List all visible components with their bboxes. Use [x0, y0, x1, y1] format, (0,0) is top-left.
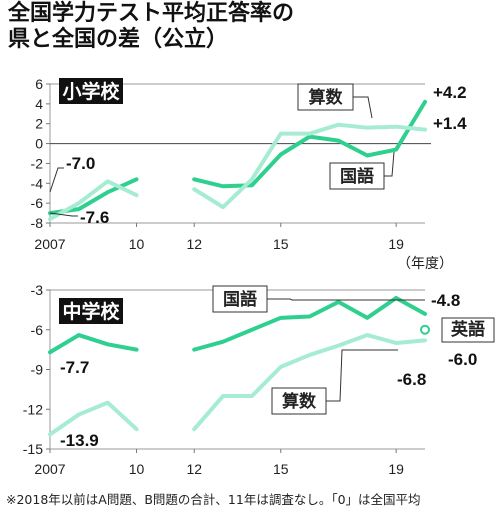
series-point-英語 [420, 324, 430, 335]
y-tick-label: 4 [35, 96, 43, 112]
y-tick-label: -3 [31, 282, 44, 298]
footnote: ※2018年以前はA問題、B問題の合計、11年は調査なし。「0」は全国平均 [6, 492, 421, 507]
legend-series-name: 算数 [281, 391, 317, 411]
x-tick-label: 10 [129, 236, 145, 252]
panel-label-badge [59, 78, 123, 104]
legend-box [441, 317, 495, 343]
legend-series-name: 算数 [308, 87, 344, 107]
x-unit-label: （年度） [397, 255, 453, 271]
y-tick-label: -9 [31, 362, 44, 378]
legend-leader-line [267, 298, 425, 301]
y-tick-label: -12 [23, 401, 43, 417]
x-tick-label: 10 [129, 461, 145, 477]
series-line-算数 [48, 400, 139, 437]
legend-leader-line [326, 349, 398, 402]
chart-title-line2: 県と全国の差（公立） [8, 27, 229, 52]
y-tick-label: -4 [31, 175, 44, 191]
legend-box [212, 285, 268, 313]
x-tick-label: 12 [186, 461, 202, 477]
value-annotation: +4.2 [433, 83, 467, 102]
legend-series-name: 国語 [340, 166, 374, 186]
x-tick-label: 19 [388, 461, 404, 477]
legend-box [271, 387, 327, 415]
y-tick-label: -8 [31, 215, 44, 231]
x-tick-label: 15 [273, 461, 289, 477]
series-line-算数 [48, 179, 139, 222]
legend-series-name: 英語 [451, 319, 485, 339]
annotation-leader-line [49, 212, 78, 217]
y-tick-label: 0 [35, 136, 43, 152]
series-line-国語 [192, 99, 427, 189]
value-annotation: -6.8 [397, 370, 426, 389]
x-tick-label: 19 [388, 236, 404, 252]
value-annotation: -6.0 [448, 350, 477, 369]
value-annotation: +1.4 [433, 114, 467, 133]
y-tick-label: -2 [31, 155, 44, 171]
y-tick-label: -15 [23, 441, 43, 457]
series-line-国語 [48, 333, 139, 355]
series-line-算数 [192, 122, 427, 210]
value-annotation: -7.6 [80, 208, 109, 227]
legend-leader-line [384, 151, 395, 177]
legend-series-name: 国語 [223, 289, 257, 309]
y-tick-label: -6 [31, 322, 44, 338]
panel-label: 小学校 [62, 80, 120, 103]
legend-leader-line [353, 96, 373, 119]
x-tick-label: 2007 [34, 236, 65, 252]
panel-label: 中学校 [62, 300, 120, 323]
legend-box [297, 83, 354, 111]
value-annotation: -7.0 [66, 154, 95, 173]
chart-title-line1: 全国学力テスト平均正答率の [8, 1, 295, 26]
legend-box [329, 162, 385, 190]
y-tick-label: 2 [35, 116, 43, 132]
value-annotation: -4.8 [431, 291, 460, 310]
y-tick-label: 6 [35, 76, 43, 92]
annotation-leader-line [49, 167, 64, 193]
series-line-国語 [192, 295, 427, 352]
series-line-算数 [192, 333, 427, 432]
x-tick-label: 12 [186, 236, 202, 252]
x-tick-label: 2007 [34, 461, 65, 477]
value-annotation: -7.7 [60, 358, 89, 377]
x-tick-label: 15 [273, 236, 289, 252]
panel-label-badge [59, 298, 123, 324]
value-annotation: -13.9 [60, 431, 99, 450]
y-tick-label: -6 [31, 195, 44, 211]
